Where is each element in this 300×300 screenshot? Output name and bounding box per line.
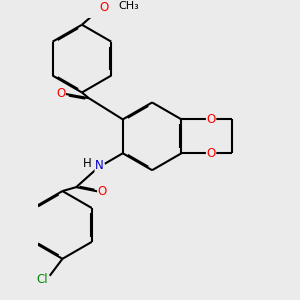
Text: O: O [56,88,65,100]
Text: H: H [83,157,92,170]
Text: O: O [206,147,216,160]
Text: Cl: Cl [36,274,48,286]
Text: O: O [99,1,109,14]
Text: N: N [95,160,104,172]
Text: O: O [98,185,107,198]
Text: CH₃: CH₃ [118,1,139,11]
Text: O: O [206,113,216,126]
